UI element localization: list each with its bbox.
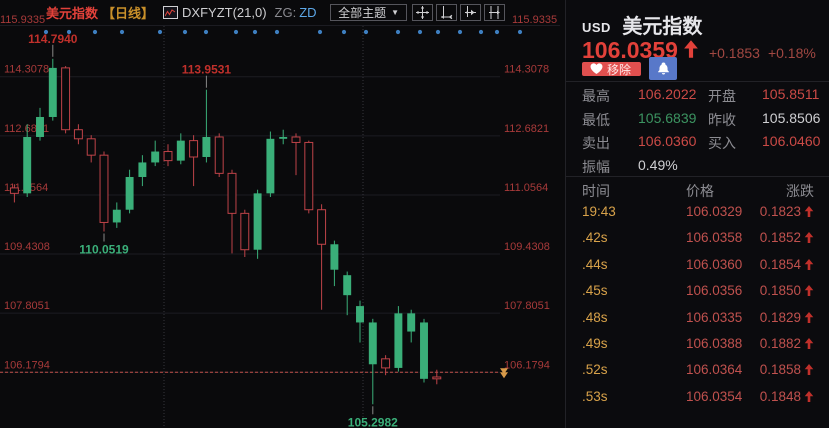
svg-text:109.4308: 109.4308 xyxy=(504,241,550,253)
svg-text:112.6821: 112.6821 xyxy=(504,123,549,135)
svg-text:109.4308: 109.4308 xyxy=(4,241,50,253)
svg-text:105.2982: 105.2982 xyxy=(348,415,398,428)
svg-text:111.0564: 111.0564 xyxy=(504,182,548,194)
svg-text:114.3078: 114.3078 xyxy=(504,64,549,76)
svg-text:106.1794: 106.1794 xyxy=(4,359,50,371)
svg-text:110.0519: 110.0519 xyxy=(79,243,129,257)
svg-text:107.8051: 107.8051 xyxy=(4,300,50,312)
svg-text:114.7940: 114.7940 xyxy=(28,32,78,46)
svg-text:107.8051: 107.8051 xyxy=(504,300,550,312)
svg-text:113.9531: 113.9531 xyxy=(182,63,232,77)
svg-text:106.1794: 106.1794 xyxy=(504,359,550,371)
svg-text:114.3078: 114.3078 xyxy=(4,64,49,76)
